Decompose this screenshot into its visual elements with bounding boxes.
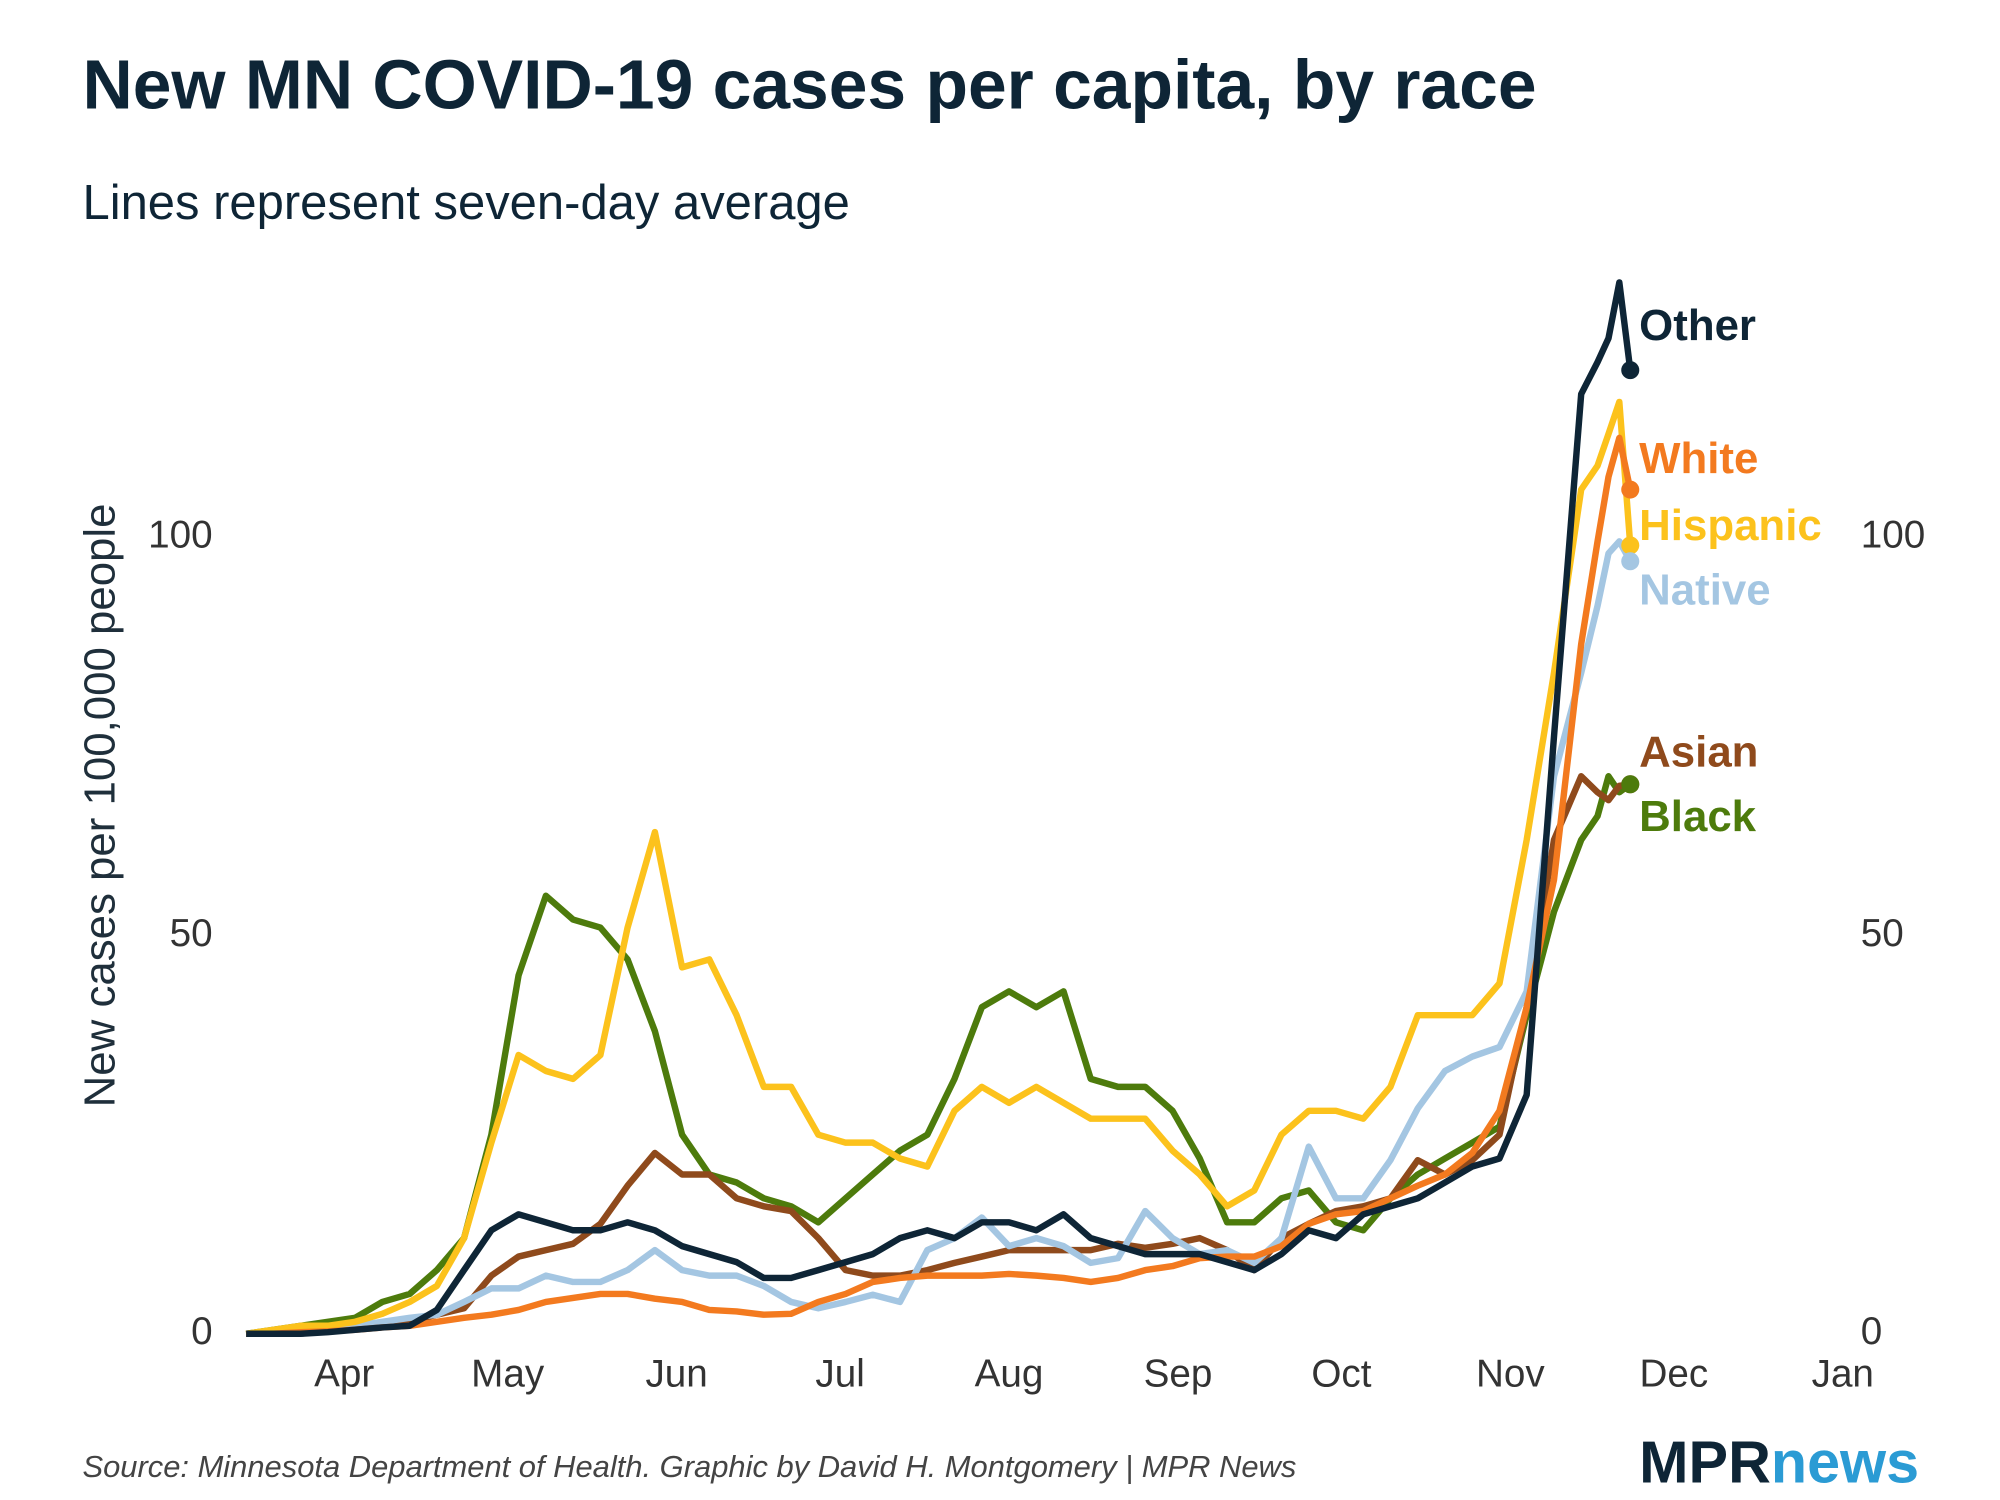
y-tick-label-right: 0	[1861, 1310, 1883, 1353]
y-axis-label: New cases per 100,000 people	[76, 503, 125, 1107]
chart-title: New MN COVID-19 cases per capita, by rac…	[82, 46, 1536, 124]
end-dot	[1621, 480, 1640, 499]
x-tick-label: Apr	[314, 1352, 374, 1395]
x-tick-label: Oct	[1311, 1352, 1371, 1395]
y-tick-label: 50	[170, 912, 213, 955]
y-tick-label: 0	[191, 1310, 213, 1353]
x-tick-label: Nov	[1476, 1352, 1545, 1395]
series-label: Hispanic	[1639, 501, 1822, 550]
y-tick-label-right: 50	[1861, 912, 1904, 955]
x-tick-label: Jul	[815, 1352, 864, 1395]
source-note: Source: Minnesota Department of Health. …	[82, 1449, 1296, 1484]
x-tick-label: Jan	[1812, 1352, 1874, 1395]
end-dot	[1621, 536, 1640, 555]
x-tick-label: Dec	[1639, 1352, 1708, 1395]
series-label: Black	[1639, 792, 1757, 841]
end-dot	[1621, 552, 1640, 571]
y-tick-label-right: 100	[1861, 514, 1925, 557]
series-line	[246, 434, 1634, 1337]
x-tick-label: Jun	[645, 1352, 707, 1395]
y-tick-label: 100	[148, 514, 212, 557]
logo: MPRnews	[1639, 1428, 1919, 1495]
x-tick-label: May	[471, 1352, 545, 1395]
logo-news: news	[1771, 1428, 1919, 1495]
series-line	[246, 279, 1634, 1337]
end-dot	[1621, 361, 1640, 380]
series-label: White	[1639, 434, 1758, 483]
series-line	[245, 398, 1634, 1337]
chart-subtitle: Lines represent seven-day average	[82, 176, 849, 230]
x-tick-label: Sep	[1144, 1352, 1213, 1395]
series-label: Other	[1639, 301, 1756, 350]
series-label: Native	[1639, 565, 1770, 614]
end-dot	[1621, 775, 1640, 794]
x-tick-label: Aug	[975, 1352, 1044, 1395]
series-label: Asian	[1639, 728, 1758, 777]
logo-mpr: MPR	[1639, 1428, 1771, 1495]
